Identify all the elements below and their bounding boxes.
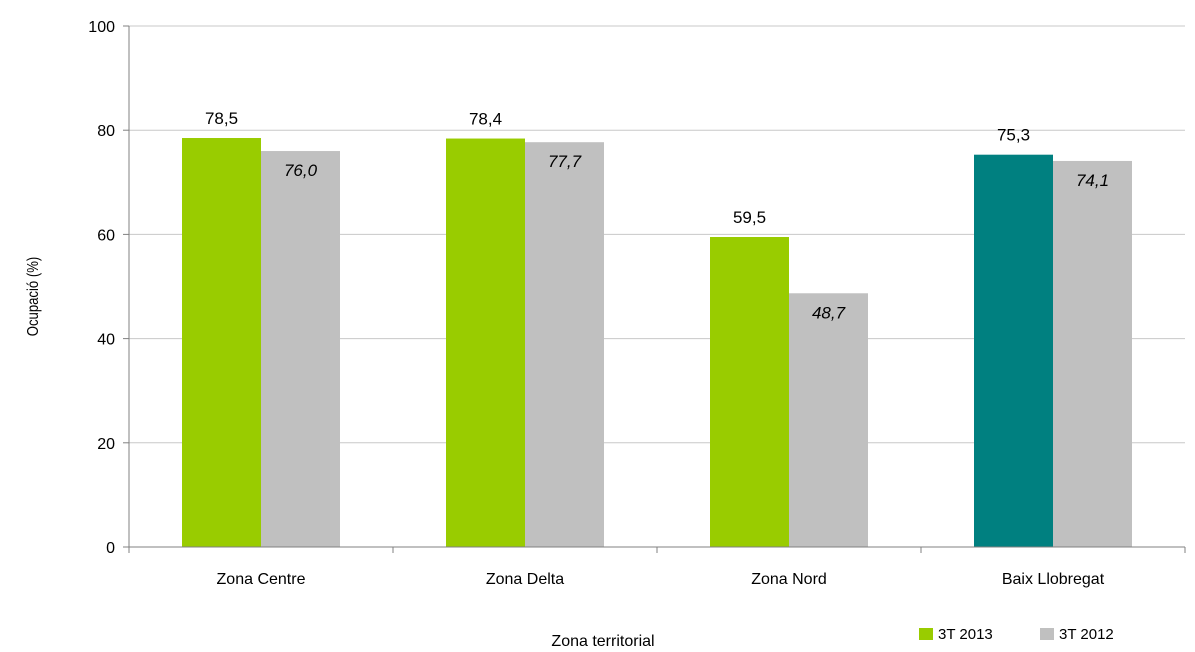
y-tick-label: 0 xyxy=(106,540,115,557)
data-label: 74,1 xyxy=(1076,171,1109,190)
bar-3t-2012 xyxy=(789,293,868,547)
data-label: 78,4 xyxy=(469,110,502,129)
legend-label: 3T 2013 xyxy=(938,626,993,643)
axes: 0 20 40 60 80 100 Zona Centre Zona Delta Zona No… xyxy=(88,19,1186,588)
x-category-label: Zona Nord xyxy=(751,571,827,588)
y-tick-label: 100 xyxy=(88,19,115,36)
bar-3t-2012 xyxy=(525,142,604,548)
y-axis-title: Ocupació (%) xyxy=(25,257,42,336)
legend-swatch xyxy=(1040,628,1054,640)
y-tick-label: 20 xyxy=(97,436,115,453)
x-category-label: Zona Centre xyxy=(217,571,306,588)
y-tick-label: 80 xyxy=(97,123,115,140)
bar-3t-2012 xyxy=(1053,160,1132,547)
data-label: 77,7 xyxy=(548,152,582,171)
data-label: 76,0 xyxy=(284,161,318,180)
bar-3t-2013 xyxy=(446,138,525,547)
data-label: 78,5 xyxy=(205,109,238,128)
y-tick-label: 60 xyxy=(97,227,115,244)
y-tick-label: 40 xyxy=(97,332,115,349)
data-label: 59,5 xyxy=(733,208,766,227)
x-category-label: Baix Llobregat xyxy=(1002,571,1105,588)
bars xyxy=(182,138,1132,548)
x-category-label: Zona Delta xyxy=(486,571,564,588)
bar-3t-2013 xyxy=(182,138,261,547)
x-axis-title: Zona territorial xyxy=(551,633,654,650)
bar-3t-2012 xyxy=(261,151,340,548)
legend-swatch xyxy=(919,628,933,640)
legend: 3T 2013 3T 2012 xyxy=(919,626,1114,643)
bar-3t-2013 xyxy=(974,154,1053,547)
data-label: 75,3 xyxy=(997,126,1030,145)
data-label: 48,7 xyxy=(812,303,846,322)
bar-3t-2013 xyxy=(710,237,789,547)
legend-label: 3T 2012 xyxy=(1059,626,1114,643)
data-labels: 78,5 76,0 78,4 77,7 59,5 48,7 75,3 74,1 xyxy=(205,109,1109,322)
